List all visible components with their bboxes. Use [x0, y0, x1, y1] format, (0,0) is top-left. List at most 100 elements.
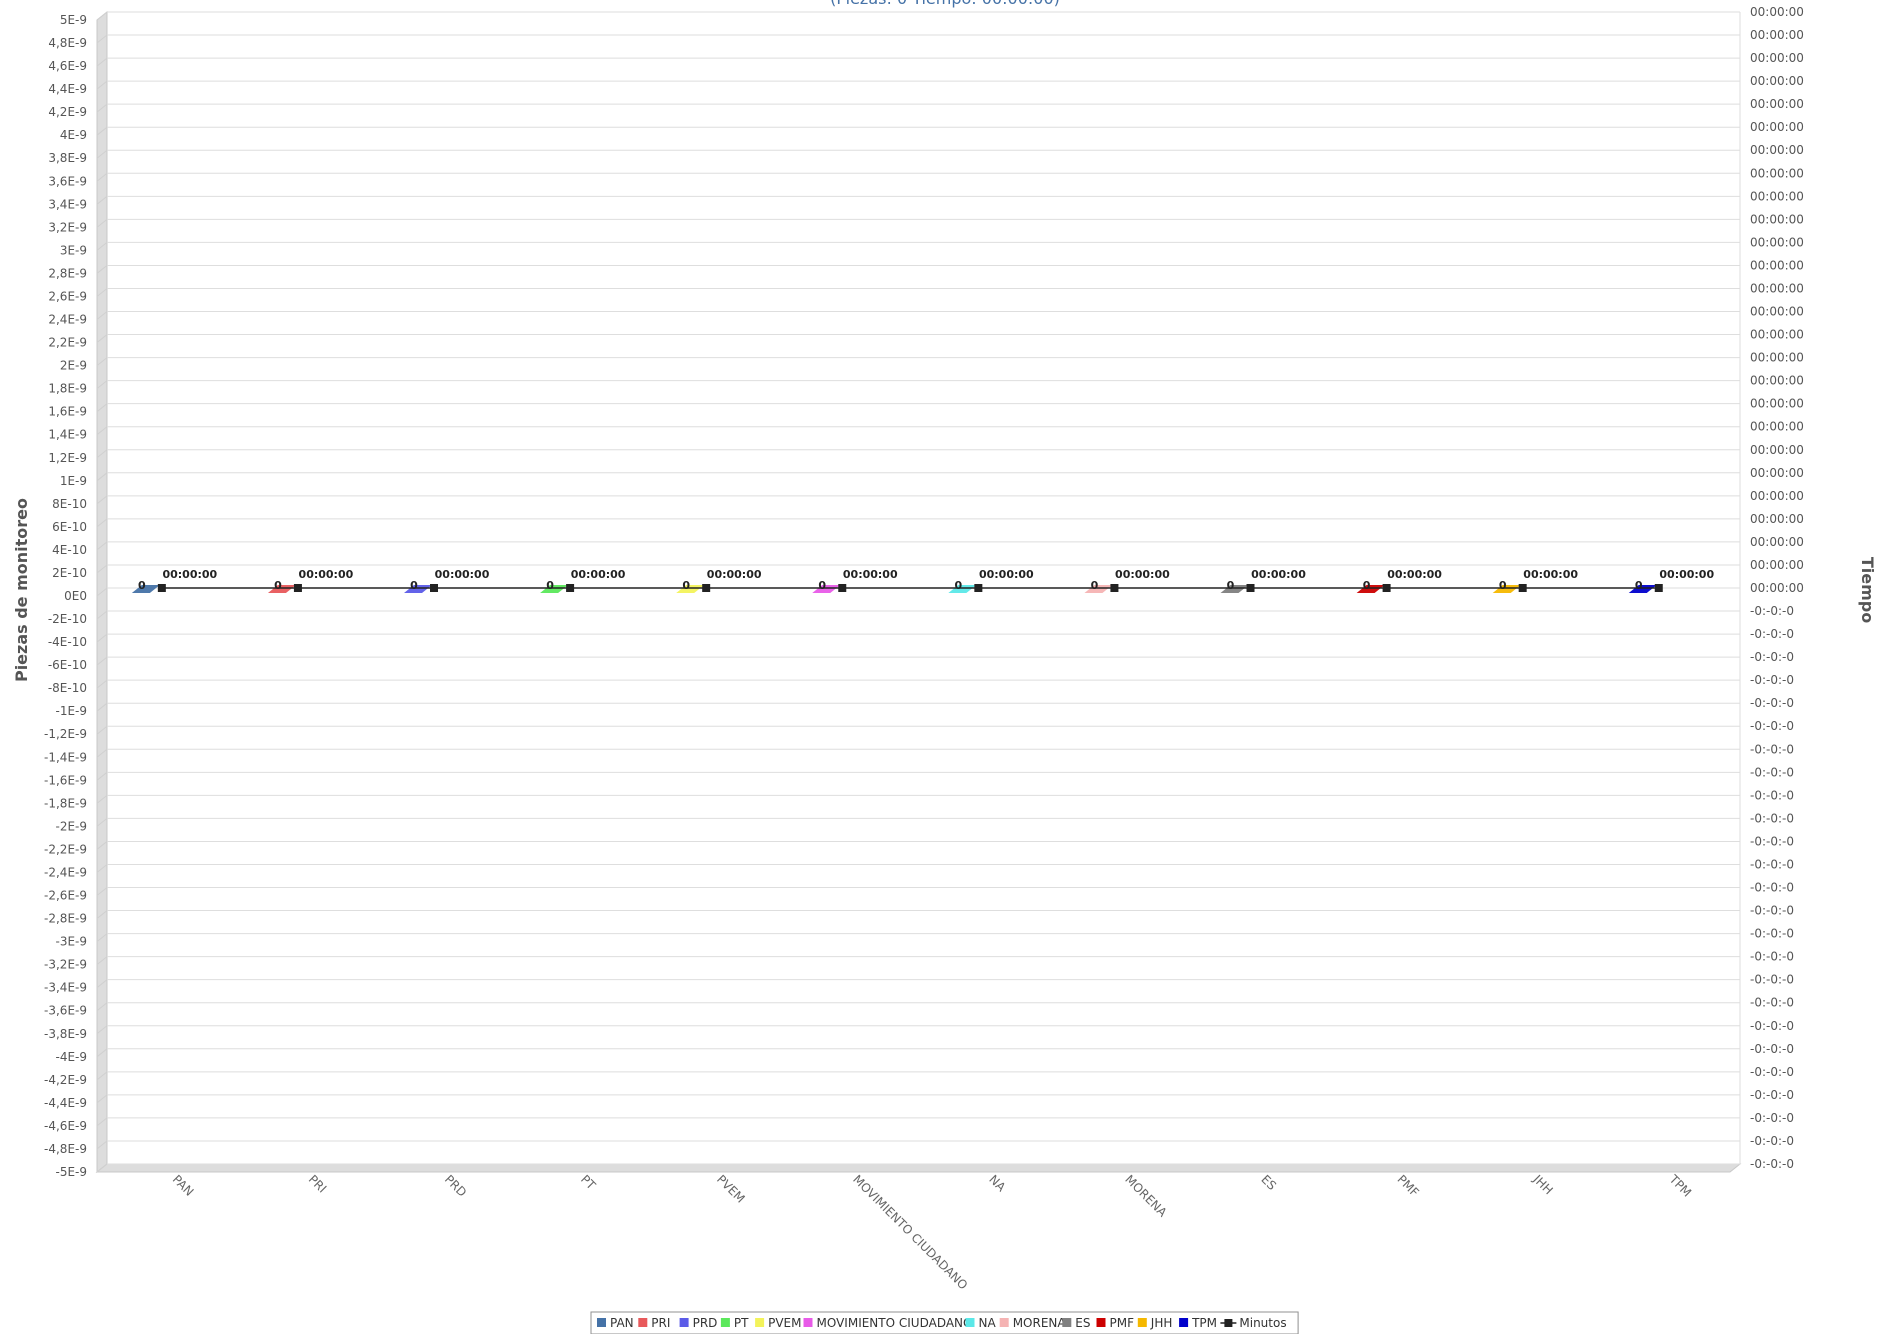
y2-tick-label: 00:00:00 — [1750, 258, 1804, 272]
minutos-marker — [1518, 584, 1527, 592]
gridline-wall — [96, 126, 108, 136]
legend-swatch — [1179, 1318, 1189, 1327]
gridline-wall — [96, 11, 108, 21]
gridline-wall — [96, 933, 108, 942]
gridline-wall — [96, 887, 108, 896]
bar-movimiento-ciudadano — [812, 585, 841, 593]
y2-tick-label: -0:-0:-0 — [1750, 604, 1794, 618]
chart-subtitle: (Piezas: 0 Tiempo: 00:00:00) — [830, 0, 1060, 8]
gridline-wall — [96, 334, 108, 343]
y-tick-label: 8E-10 — [52, 497, 87, 511]
line-value-label: 00:00:00 — [162, 568, 217, 581]
x-tick-label: MOVIMIENTO CIUDADANO — [850, 1172, 970, 1292]
gridline-wall — [96, 1117, 108, 1127]
minutos-marker — [974, 584, 983, 592]
bar-morena — [1084, 585, 1113, 593]
y-tick-label: 3,8E-9 — [48, 151, 87, 165]
y-tick-label: -8E-10 — [48, 681, 87, 695]
minutos-marker — [1654, 584, 1663, 592]
gridline-wall — [96, 357, 108, 366]
gridline-wall — [96, 841, 108, 850]
line-value-label: 00:00:00 — [1523, 568, 1578, 581]
y-tick-label: -2,4E-9 — [44, 865, 87, 879]
y-tick-label: -3,6E-9 — [44, 1004, 87, 1018]
minutos-marker — [838, 584, 847, 592]
y-tick-label: 2E-10 — [52, 566, 87, 580]
legend-box — [590, 1311, 1299, 1334]
gridline-wall — [96, 979, 108, 989]
y2-tick-label: 00:00:00 — [1750, 51, 1804, 65]
minutos-marker — [566, 584, 575, 592]
y-tick-label: -1,6E-9 — [44, 773, 87, 787]
y2-axis-title: Tiempo — [1858, 557, 1877, 623]
minutos-marker — [1246, 584, 1255, 592]
y-tick-label: -4,4E-9 — [44, 1096, 87, 1110]
y-tick-label: 4,4E-9 — [48, 82, 87, 96]
legend-line-marker — [1224, 1319, 1233, 1327]
gridline-wall — [96, 57, 108, 67]
gridline-wall — [96, 1163, 108, 1173]
y-tick-label: -1,4E-9 — [44, 750, 87, 764]
bar-value-label: 0 — [1363, 579, 1371, 592]
gridline-wall — [96, 725, 108, 735]
gridline-wall — [96, 242, 108, 251]
gridline-wall — [96, 403, 108, 413]
y-tick-label: -4E-9 — [55, 1050, 87, 1064]
y-tick-label: 5E-9 — [60, 13, 87, 27]
bar-pt — [540, 585, 569, 593]
legend-item-label: PAN — [610, 1316, 634, 1330]
legend-item-label: ES — [1075, 1316, 1090, 1330]
line-value-label: 00:00:00 — [571, 568, 626, 581]
gridline-wall — [96, 495, 108, 505]
legend-item-label: JHH — [1150, 1316, 1173, 1330]
bar-value-label: 0 — [682, 579, 690, 592]
axes-group: 5E-9 00:00:00 4,8E-9 00:00:00 4,6E-9 00:00:00… — [12, 5, 1877, 1179]
gridline-wall — [96, 34, 108, 44]
legend-item-label: Minutos — [1239, 1316, 1286, 1330]
gridline-wall — [96, 149, 108, 159]
minutos-marker — [1382, 584, 1391, 592]
gridline-wall — [96, 564, 108, 574]
y2-tick-label: -0:-0:-0 — [1750, 788, 1794, 802]
gridline-wall — [96, 541, 108, 551]
legend-swatch — [638, 1318, 648, 1327]
line-value-label: 00:00:00 — [979, 568, 1034, 581]
y2-tick-label: -0:-0:-0 — [1750, 650, 1794, 664]
y2-tick-label: 00:00:00 — [1750, 97, 1804, 111]
gridline-wall — [96, 449, 108, 459]
gridline-wall — [96, 702, 108, 712]
y-tick-label: 4E-10 — [52, 543, 87, 557]
line-value-label: 00:00:00 — [435, 568, 490, 581]
y2-tick-label: 00:00:00 — [1750, 466, 1804, 480]
labels-group: PAN000:00:00PRI000:00:00PRD000:00:00PT00… — [138, 568, 1714, 1292]
bar-value-label: 0 — [955, 579, 963, 592]
legend-swatch — [1062, 1318, 1072, 1327]
y2-tick-label: 00:00:00 — [1750, 512, 1804, 526]
x-tick-label: PMF — [1394, 1172, 1421, 1199]
y2-tick-label: -0:-0:-0 — [1750, 881, 1794, 895]
y-tick-label: -2,8E-9 — [44, 912, 87, 926]
y2-tick-label: -0:-0:-0 — [1750, 673, 1794, 687]
y-tick-label: -3,2E-9 — [44, 958, 87, 972]
x-tick-label: PRI — [306, 1172, 329, 1195]
gridline-wall — [96, 1002, 108, 1012]
bar-pri — [267, 585, 296, 593]
y2-tick-label: -0:-0:-0 — [1750, 627, 1794, 641]
gridline-wall — [96, 195, 108, 205]
line-value-label: 00:00:00 — [1387, 568, 1442, 581]
y2-tick-label: 00:00:00 — [1750, 189, 1804, 203]
minutos-marker — [157, 584, 166, 592]
grid-group — [95, 10, 1742, 1174]
gridline-wall — [96, 380, 108, 390]
gridline-wall — [96, 633, 108, 643]
y-tick-label: -4,6E-9 — [44, 1119, 87, 1133]
y2-tick-label: -0:-0:-0 — [1750, 1065, 1794, 1079]
y2-tick-label: -0:-0:-0 — [1750, 927, 1794, 941]
y2-tick-label: 00:00:00 — [1750, 351, 1804, 365]
y-axis-title: Piezas de monitoreo — [12, 498, 31, 682]
y2-tick-label: -0:-0:-0 — [1750, 996, 1794, 1010]
legend-swatch — [755, 1318, 765, 1327]
gridline-wall — [96, 172, 108, 182]
y2-tick-label: -0:-0:-0 — [1750, 1134, 1794, 1148]
